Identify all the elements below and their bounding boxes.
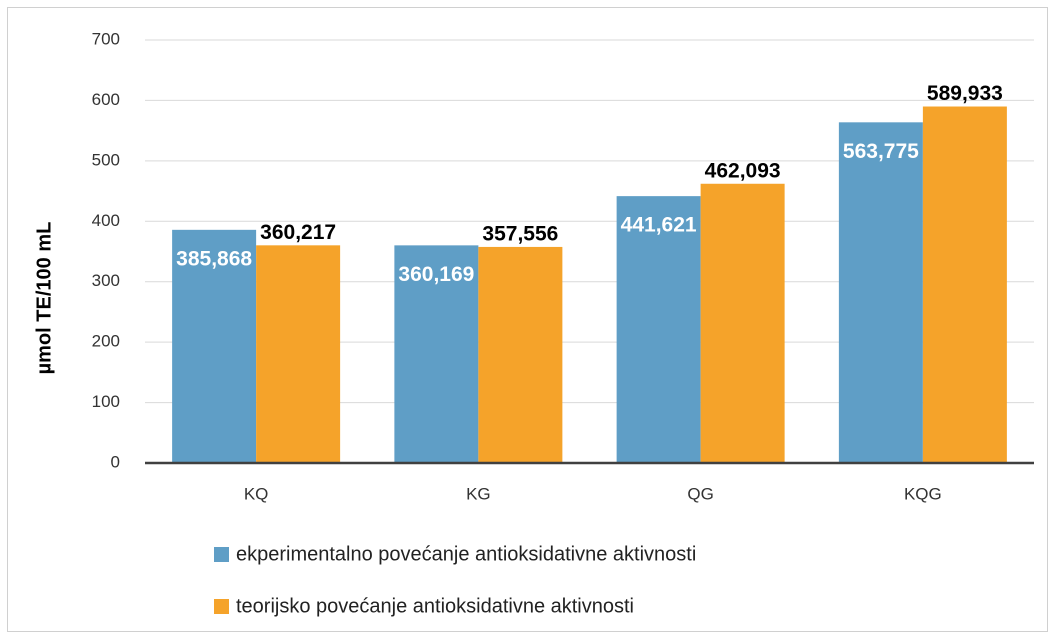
bar (616, 196, 701, 463)
y-tick-label: 200 (92, 332, 120, 351)
bar (478, 246, 563, 463)
data-label: 441,621 (621, 214, 697, 237)
y-tick-label: 0 (111, 452, 120, 471)
y-tick-label: 600 (92, 90, 120, 109)
x-tick-label: KQ (244, 484, 269, 503)
bar (838, 122, 923, 464)
x-tick-label: KQG (904, 484, 942, 503)
x-tick-label: QG (687, 484, 713, 503)
data-label: 563,775 (843, 140, 919, 163)
legend-swatch (214, 547, 229, 562)
bar (172, 229, 257, 463)
bar (256, 245, 341, 463)
x-tick-label: KG (466, 484, 491, 503)
y-tick-label: 300 (92, 271, 120, 290)
bar (700, 183, 785, 463)
y-axis-label: µmol TE/100 mL (33, 222, 55, 375)
data-label: 589,933 (927, 82, 1003, 105)
legend-swatch (214, 599, 229, 614)
y-tick-label: 100 (92, 392, 120, 411)
y-tick-label: 500 (92, 150, 120, 169)
data-label: 357,556 (482, 222, 558, 245)
legend-label: ekperimentalno povećanje antioksidativne… (236, 543, 696, 565)
data-label: 385,868 (176, 247, 252, 270)
data-label: 360,217 (260, 221, 336, 244)
data-label: 462,093 (705, 159, 781, 182)
y-tick-label: 700 (92, 29, 120, 48)
legend-label: teorijsko povećanje antioksidativne akti… (236, 595, 634, 617)
data-label: 360,169 (398, 263, 474, 286)
y-tick-label: 400 (92, 211, 120, 230)
bar (394, 245, 479, 463)
bar (922, 106, 1007, 464)
